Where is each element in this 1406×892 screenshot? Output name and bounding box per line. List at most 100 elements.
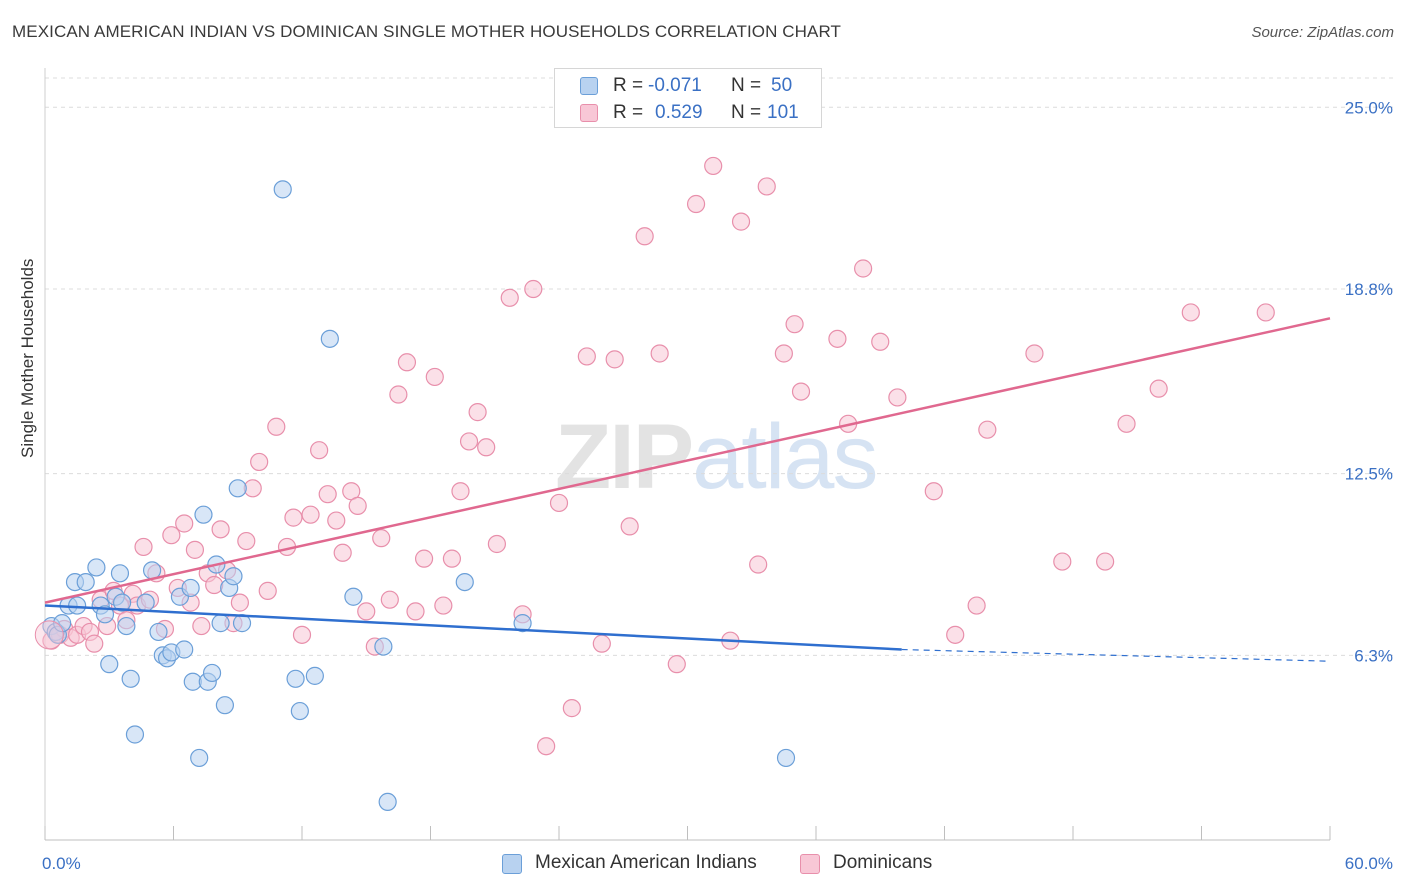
legend-swatch-dominican: [800, 854, 820, 874]
dominican-point: [854, 259, 873, 278]
x-tick-label: 0.0%: [42, 854, 81, 873]
dominican-point: [1149, 379, 1168, 398]
dominican-point: [605, 350, 624, 369]
mexican-point: [224, 567, 243, 586]
mexican-point: [776, 748, 796, 768]
r-label: R =: [613, 102, 644, 123]
chart-source: Source: ZipAtlas.com: [1251, 24, 1394, 41]
dominican-point: [635, 227, 654, 246]
dominican-point: [1181, 303, 1200, 322]
legend-swatch-mexican: [502, 854, 522, 874]
stats-legend-row-mexican: R = -0.071 N = 50: [555, 73, 821, 99]
dominican-point: [85, 634, 104, 653]
chart-title: MEXICAN AMERICAN INDIAN VS DOMINICAN SIN…: [12, 22, 842, 41]
dominican-point: [686, 194, 706, 214]
dominican-point: [348, 496, 367, 515]
stats-legend: R = -0.071 N = 50 R = 0.529 N = 101: [554, 68, 822, 128]
mexican-point: [76, 572, 95, 592]
dominican-point: [301, 505, 320, 524]
dominican-point: [871, 332, 890, 351]
mexican-point: [142, 561, 162, 580]
dominican-point: [389, 385, 408, 404]
dominican-point: [828, 329, 847, 348]
mexican-point: [121, 669, 140, 688]
dominican-point: [477, 438, 496, 457]
dominican-point: [537, 737, 556, 756]
dominican-point: [562, 699, 581, 718]
dominican-point: [650, 344, 669, 363]
mexican-point: [320, 329, 339, 348]
y-tick-label: 12.5%: [1345, 465, 1393, 484]
mexican-point: [175, 640, 194, 659]
dominican-point: [162, 526, 181, 545]
dominican-point: [211, 520, 230, 539]
dominican-point: [1025, 344, 1044, 363]
mexican-point: [273, 180, 292, 199]
series-legend: Mexican American Indians Dominicans: [0, 850, 1406, 880]
dominican-point: [292, 625, 312, 644]
mexican-point: [211, 614, 230, 633]
dominican-point: [620, 517, 639, 536]
r-label: R =: [613, 75, 644, 96]
dominican-point: [1096, 552, 1115, 571]
mexican-point: [513, 614, 532, 633]
dominican-point: [731, 212, 751, 231]
mexican-point: [68, 596, 87, 615]
n-value: 101: [767, 102, 799, 123]
dominican-point: [1117, 414, 1136, 433]
r-value: 0.529: [655, 102, 703, 123]
mexican-point: [374, 637, 393, 656]
mexican-point: [117, 616, 136, 636]
dominican-point: [500, 288, 519, 307]
y-tick-label: 6.3%: [1354, 646, 1393, 665]
mexican-point: [228, 479, 247, 498]
n-label: N =: [731, 102, 762, 123]
dominican-point: [185, 540, 205, 559]
dominican-point: [468, 403, 487, 422]
dominican-point: [459, 432, 479, 451]
dominican-point: [357, 602, 376, 621]
dominican-point: [414, 549, 434, 568]
dominican-point: [175, 514, 194, 533]
dominican-point: [284, 508, 303, 527]
dominican-point: [924, 482, 943, 501]
dominican-point: [258, 581, 277, 600]
mexican-point: [455, 572, 474, 592]
mexican-point: [190, 748, 209, 768]
legend-label-mexican: Mexican American Indians: [535, 852, 757, 873]
dominican-point: [267, 417, 286, 436]
dominican-point: [785, 315, 804, 334]
dominican-point: [205, 575, 224, 595]
mexican-point: [125, 725, 145, 744]
stats-legend-row-dominican: R = 0.529 N = 101: [555, 100, 821, 126]
dominican-point: [1053, 552, 1072, 571]
dominican-point: [451, 482, 470, 501]
mexican-point: [290, 701, 309, 721]
mexican-point: [87, 558, 106, 577]
dominican-point: [397, 353, 417, 372]
dominican-point: [237, 531, 256, 551]
dominican-point: [425, 367, 444, 387]
dominican-cluster-point: [34, 620, 64, 650]
dominican-point: [487, 534, 506, 554]
dominican-point: [667, 655, 686, 674]
dominican-point: [442, 549, 462, 568]
dominican-point: [888, 388, 907, 407]
dominican-point: [549, 493, 569, 513]
dominican-trend-line: [44, 317, 1331, 604]
mexican-trend-line: [44, 604, 902, 651]
dominican-point: [230, 593, 249, 612]
mexican-point: [110, 564, 130, 583]
dominican-point: [978, 420, 997, 439]
dominican-point: [592, 634, 611, 653]
mexican-point: [305, 666, 324, 685]
dominican-swatch: [580, 104, 598, 122]
dominican-point: [577, 347, 596, 366]
dominican-point: [1256, 303, 1275, 322]
dominican-point: [774, 344, 793, 363]
dominican-point: [134, 537, 153, 557]
mexican-point: [149, 622, 168, 642]
dominican-point: [372, 529, 391, 548]
dominican-point: [434, 596, 453, 615]
